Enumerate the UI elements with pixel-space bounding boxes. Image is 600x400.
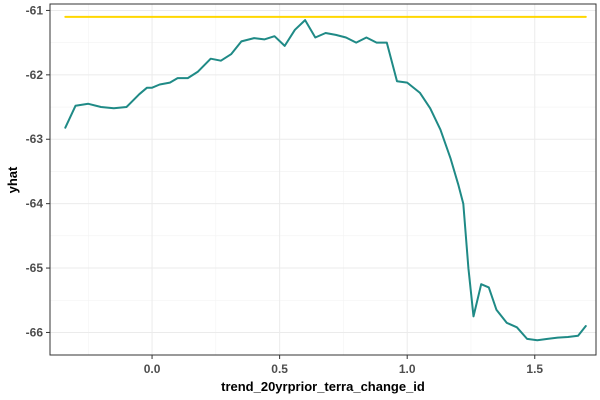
x-tick-label: 1.0 [399, 362, 416, 376]
x-tick-label: 0.0 [144, 362, 161, 376]
x-tick-label: 0.5 [271, 362, 288, 376]
y-tick-label: -62 [26, 68, 44, 82]
major-gridlines [50, 4, 596, 355]
y-tick-label: -66 [26, 325, 44, 339]
y-tick-label: -65 [26, 261, 44, 275]
y-tick-label: -61 [26, 3, 44, 17]
y-axis-ticks: -61 -62 -63 -64 -65 -66 [26, 3, 50, 339]
y-tick-label: -63 [26, 132, 44, 146]
x-axis-ticks: 0.0 0.5 1.0 1.5 [144, 355, 543, 376]
minor-gridlines [50, 4, 596, 355]
y-tick-label: -64 [26, 197, 44, 211]
series-layer [64, 15, 587, 342]
panel-background [49, 3, 597, 356]
x-axis-title: trend_20yrprior_terra_change_id [221, 379, 425, 394]
x-tick-label: 1.5 [526, 362, 543, 376]
series-line-1 [64, 19, 587, 342]
y-axis-title: yhat [5, 166, 20, 193]
panel-border [49, 3, 597, 356]
